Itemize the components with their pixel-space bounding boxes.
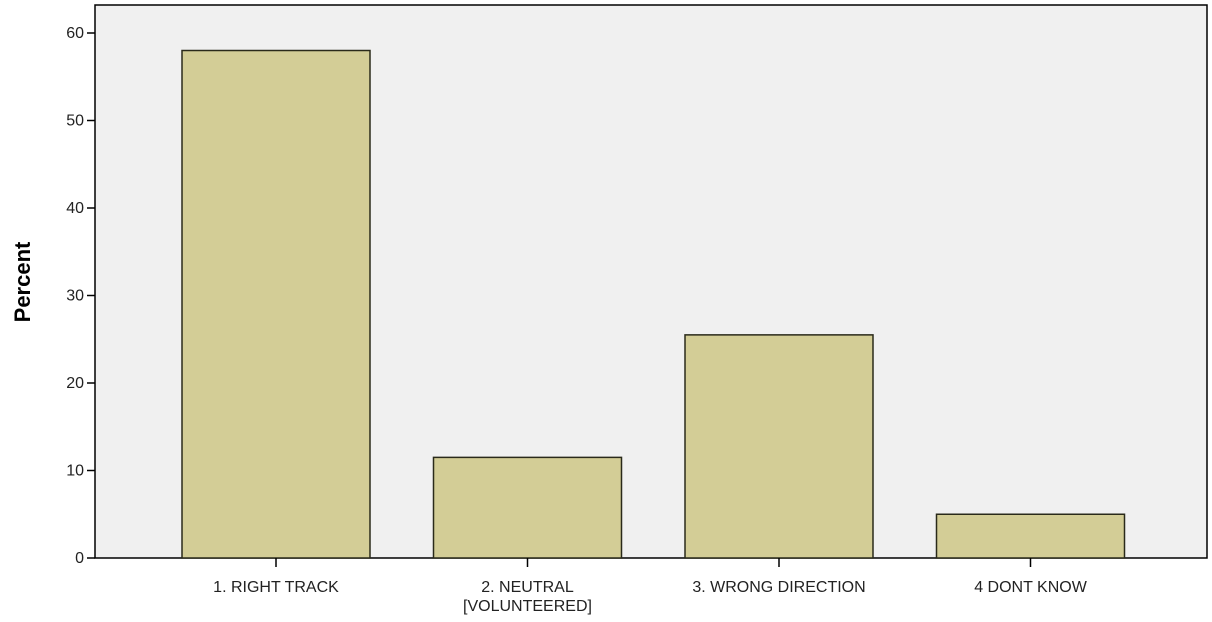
y-tick-label: 40: [66, 200, 84, 217]
x-tick-label: 1. RIGHT TRACK: [213, 579, 339, 596]
x-tick-label-line: 2. NEUTRAL: [481, 579, 574, 596]
y-tick-label: 0: [75, 550, 84, 567]
bars: [181, 49, 1126, 559]
y-tick-label: 30: [66, 288, 84, 305]
bar: [432, 456, 623, 559]
x-tick-label-line: [VOLUNTEERED]: [463, 598, 592, 615]
x-tick-label-line: 4 DONT KNOW: [974, 579, 1088, 596]
bar: [181, 49, 371, 559]
bar: [684, 334, 874, 559]
x-tick-label-line: 3. WRONG DIRECTION: [692, 579, 865, 596]
x-tick-label: 2. NEUTRAL [VOLUNTEERED]: [463, 579, 592, 615]
bar: [935, 513, 1126, 559]
y-axis: 0 10 20 30 40 50 60: [66, 25, 95, 567]
y-tick-label: 50: [66, 113, 84, 130]
y-tick-label: 10: [66, 463, 84, 480]
x-tick-label: 4 DONT KNOW: [974, 579, 1088, 596]
y-axis-title: Percent: [10, 241, 35, 322]
x-tick-label-line: 1. RIGHT TRACK: [213, 579, 339, 596]
y-tick-label: 20: [66, 375, 84, 392]
x-tick-label: 3. WRONG DIRECTION: [692, 579, 865, 596]
y-tick-label: 60: [66, 25, 84, 42]
x-axis: 1. RIGHT TRACK 2. NEUTRAL [VOLUNTEERED] 3. …: [213, 558, 1088, 615]
